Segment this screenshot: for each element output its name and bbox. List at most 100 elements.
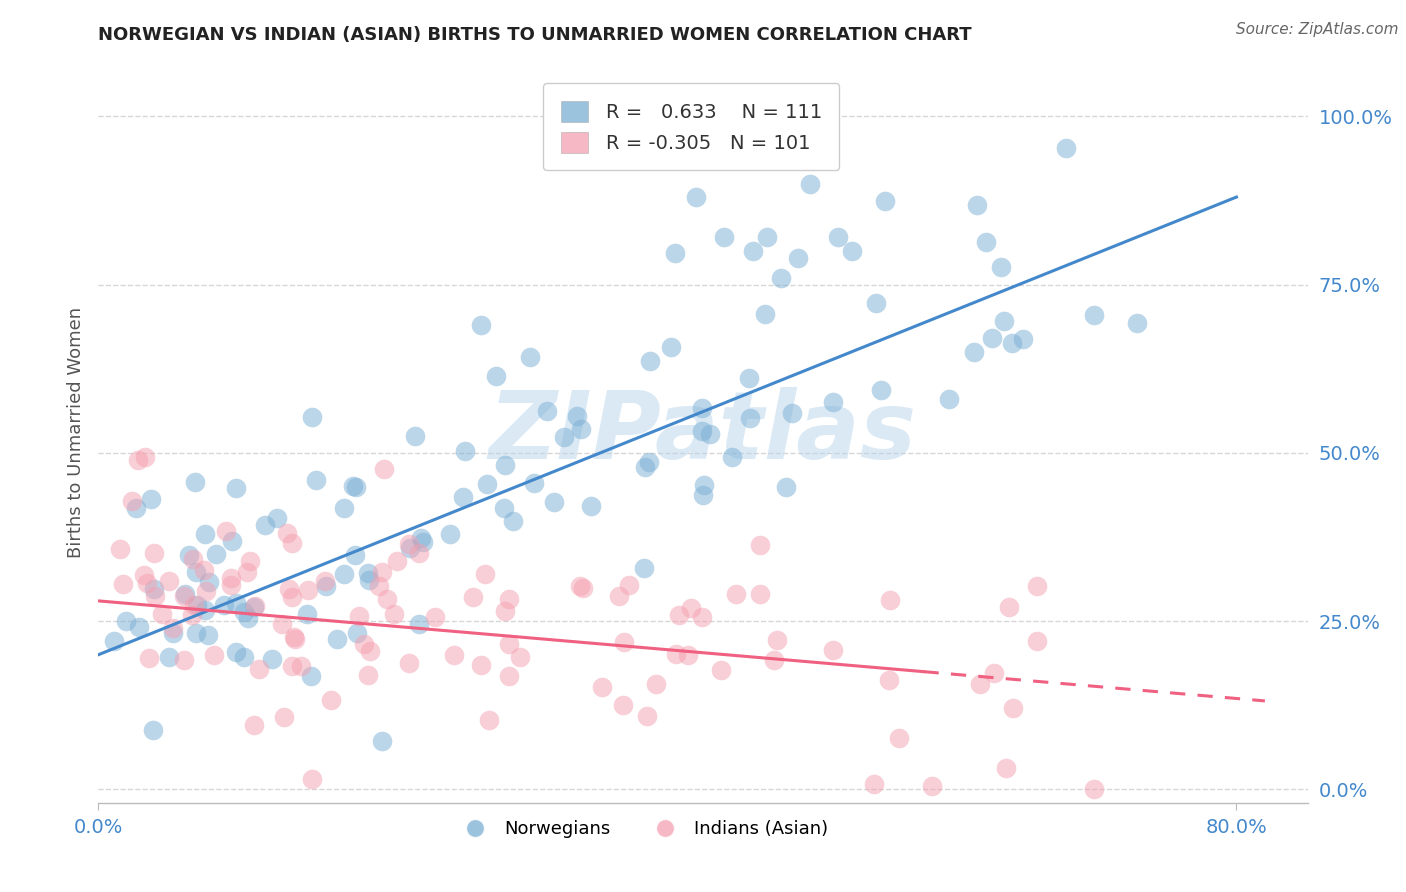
Point xyxy=(494,604,516,618)
Point xyxy=(536,404,558,418)
Point xyxy=(607,589,630,603)
Point xyxy=(357,668,380,682)
Point xyxy=(359,644,381,658)
Point xyxy=(637,455,659,469)
Point xyxy=(720,450,742,465)
Point xyxy=(633,561,655,575)
Point xyxy=(277,582,299,596)
Point xyxy=(343,548,366,562)
Point xyxy=(519,350,541,364)
Point xyxy=(266,511,288,525)
Point xyxy=(197,628,219,642)
Point xyxy=(1026,634,1049,648)
Point xyxy=(478,713,501,727)
Point xyxy=(645,676,668,690)
Point xyxy=(357,566,380,581)
Text: Source: ZipAtlas.com: Source: ZipAtlas.com xyxy=(1236,22,1399,37)
Point xyxy=(412,535,434,549)
Point xyxy=(724,587,747,601)
Point xyxy=(214,599,236,613)
Point xyxy=(1026,579,1049,593)
Point xyxy=(553,430,575,444)
Point xyxy=(921,779,943,793)
Point xyxy=(221,533,243,548)
Point xyxy=(108,541,131,556)
Point xyxy=(214,524,236,538)
Point xyxy=(193,563,215,577)
Point xyxy=(679,601,702,615)
Point xyxy=(474,567,496,582)
Point xyxy=(398,657,420,671)
Point xyxy=(990,260,1012,274)
Point xyxy=(239,554,262,568)
Point xyxy=(280,659,302,673)
Point xyxy=(143,582,166,596)
Point xyxy=(297,607,319,621)
Point xyxy=(186,565,208,579)
Point xyxy=(173,653,195,667)
Point xyxy=(713,230,735,244)
Point xyxy=(665,647,688,661)
Point xyxy=(498,637,520,651)
Point xyxy=(498,668,520,682)
Point xyxy=(373,461,395,475)
Point xyxy=(969,676,991,690)
Point xyxy=(863,776,886,790)
Point xyxy=(138,651,160,665)
Point xyxy=(693,478,716,492)
Point xyxy=(502,514,524,528)
Point xyxy=(162,626,184,640)
Point xyxy=(523,475,546,490)
Point xyxy=(103,634,125,648)
Point xyxy=(613,635,636,649)
Point xyxy=(509,650,531,665)
Point xyxy=(875,194,897,208)
Point xyxy=(290,658,312,673)
Point xyxy=(150,607,173,621)
Point xyxy=(225,595,247,609)
Point xyxy=(579,499,602,513)
Point xyxy=(1054,141,1077,155)
Point xyxy=(219,571,242,585)
Point xyxy=(938,392,960,407)
Point xyxy=(186,625,208,640)
Point xyxy=(799,177,821,191)
Point xyxy=(368,579,391,593)
Point xyxy=(301,772,323,787)
Point xyxy=(371,566,394,580)
Point xyxy=(664,246,686,260)
Point xyxy=(236,565,259,579)
Point xyxy=(301,410,323,425)
Point xyxy=(770,270,793,285)
Point xyxy=(197,575,219,590)
Point xyxy=(233,649,256,664)
Point xyxy=(567,409,589,423)
Point xyxy=(398,541,420,556)
Point xyxy=(276,526,298,541)
Point xyxy=(194,603,217,617)
Point xyxy=(980,330,1002,344)
Point xyxy=(315,579,337,593)
Point xyxy=(353,637,375,651)
Point xyxy=(775,481,797,495)
Point xyxy=(157,574,180,588)
Point xyxy=(741,244,763,258)
Point xyxy=(634,460,657,475)
Point xyxy=(454,444,477,458)
Point xyxy=(297,583,319,598)
Point xyxy=(963,344,986,359)
Point xyxy=(181,608,204,623)
Point xyxy=(359,573,381,587)
Point xyxy=(127,453,149,467)
Point xyxy=(638,353,661,368)
Point xyxy=(756,230,779,244)
Point xyxy=(347,608,370,623)
Point xyxy=(699,426,721,441)
Point xyxy=(612,698,634,713)
Point xyxy=(225,481,247,495)
Point xyxy=(841,244,863,258)
Point xyxy=(342,479,364,493)
Point xyxy=(321,693,343,707)
Point xyxy=(333,501,356,516)
Point xyxy=(183,598,205,612)
